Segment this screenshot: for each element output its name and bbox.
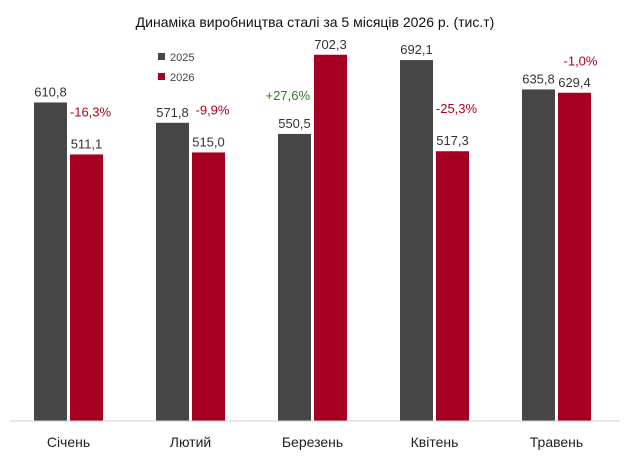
value-label-2026-2: 515,0 bbox=[192, 134, 225, 149]
category-label-1: Січень bbox=[47, 434, 90, 450]
value-label-2026-5: 629,4 bbox=[558, 75, 591, 90]
bar-2025-3 bbox=[278, 133, 311, 421]
legend-label-2025: 2025 bbox=[170, 52, 194, 64]
bar-2026-1 bbox=[70, 154, 103, 421]
bars-group bbox=[34, 54, 591, 422]
value-label-2026-1: 511,1 bbox=[71, 136, 103, 151]
bar-2025-1 bbox=[34, 102, 67, 421]
value-label-2026-4: 517,3 bbox=[436, 133, 469, 148]
category-label-2: Лютий bbox=[170, 434, 211, 450]
value-label-2025-2: 571,8 bbox=[156, 105, 189, 120]
change-label-3: +27,6% bbox=[266, 88, 311, 103]
bar-2025-4 bbox=[400, 60, 433, 421]
bar-2025-5 bbox=[522, 89, 555, 421]
legend-swatch-2026 bbox=[158, 73, 165, 80]
category-label-3: Березень bbox=[282, 434, 343, 450]
value-label-2025-3: 550,5 bbox=[278, 116, 311, 131]
bar-2025-2 bbox=[156, 122, 189, 421]
change-label-2: -9,9% bbox=[196, 102, 230, 117]
value-label-2026-3: 702,3 bbox=[314, 37, 347, 52]
value-label-2025-5: 635,8 bbox=[522, 71, 555, 86]
bar-2026-5 bbox=[558, 92, 591, 422]
chart-title: Динаміка виробництва сталі за 5 місяців … bbox=[136, 14, 495, 30]
bar-2026-2 bbox=[192, 152, 225, 422]
value-label-2025-4: 692,1 bbox=[400, 42, 433, 57]
change-label-1: -16,3% bbox=[70, 104, 112, 119]
category-label-5: Травень bbox=[530, 434, 583, 450]
change-label-4: -25,3% bbox=[436, 101, 478, 116]
change-label-5: -1,0% bbox=[564, 53, 598, 68]
category-label-4: Квітень bbox=[411, 434, 459, 450]
legend-swatch-2025 bbox=[158, 53, 165, 60]
legend: 2025 2026 bbox=[158, 52, 194, 84]
value-label-2025-1: 610,8 bbox=[34, 84, 67, 99]
bar-2026-3 bbox=[314, 54, 347, 421]
bar-2026-4 bbox=[436, 151, 469, 422]
legend-label-2026: 2026 bbox=[170, 72, 194, 84]
